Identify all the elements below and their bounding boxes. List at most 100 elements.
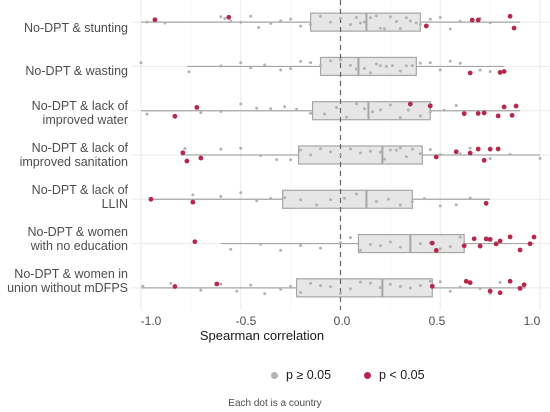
point-ns <box>145 112 149 116</box>
point-ns <box>329 285 333 289</box>
point-ns <box>418 242 422 246</box>
point-ns <box>354 15 358 19</box>
point-ns <box>374 14 378 18</box>
point-ns <box>408 19 412 23</box>
legend-dot-sig <box>364 371 371 379</box>
point-ns <box>249 14 253 18</box>
point-ns <box>289 67 293 71</box>
point-ns <box>339 291 342 295</box>
point-sig <box>214 281 220 287</box>
point-ns <box>428 148 432 152</box>
point-ns <box>410 147 414 151</box>
point-ns <box>454 103 458 107</box>
point-ns <box>358 248 362 252</box>
point-ns <box>488 69 492 73</box>
point-ns <box>418 152 422 156</box>
point-sig <box>481 157 487 163</box>
point-ns <box>342 196 346 200</box>
point-ns <box>299 24 303 28</box>
point-ns <box>299 148 303 152</box>
point-ns <box>255 106 259 110</box>
point-ns <box>394 148 398 152</box>
point-ns <box>428 17 432 21</box>
point-ns <box>239 191 243 195</box>
point-ns <box>378 64 382 68</box>
point-sig <box>184 158 190 164</box>
point-ns <box>319 284 323 288</box>
data-points <box>139 13 542 296</box>
point-ns <box>279 19 283 23</box>
point-sig <box>152 17 158 23</box>
point-sig <box>180 150 186 156</box>
point-ns <box>458 19 462 23</box>
point-ns <box>229 19 233 23</box>
point-ns <box>368 242 372 246</box>
point-ns <box>319 14 323 18</box>
point-ns <box>378 26 382 30</box>
point-ns <box>289 158 293 162</box>
point-ns <box>339 153 342 157</box>
point-ns <box>408 286 412 290</box>
point-sig <box>467 280 473 286</box>
point-ns <box>329 198 333 202</box>
point-ns <box>309 281 313 285</box>
y-tick-label-llin: No-DPT & lack of LLIN <box>31 183 128 211</box>
point-ns <box>348 23 352 27</box>
point-sig <box>467 70 473 76</box>
point-ns <box>309 153 313 157</box>
point-ns <box>299 198 303 202</box>
point-ns <box>275 158 279 162</box>
point-sig <box>487 146 493 152</box>
point-ns <box>458 152 462 156</box>
point-ns <box>239 146 243 150</box>
point-ns <box>239 20 243 24</box>
point-ns <box>279 248 283 252</box>
point-ns <box>398 27 402 31</box>
point-ns <box>398 245 402 249</box>
point-ns <box>309 22 313 26</box>
point-ns <box>259 154 263 158</box>
point-ns <box>259 242 263 246</box>
x-tick-label: 0.5 <box>428 314 446 328</box>
box <box>296 278 433 298</box>
point-sig <box>461 243 467 249</box>
legend: p ≥ 0.05 p < 0.05 <box>0 368 550 386</box>
point-sig <box>501 69 507 74</box>
point-ns <box>354 67 358 71</box>
point-ns <box>388 103 392 107</box>
point-ns <box>368 71 372 75</box>
point-sig <box>471 236 477 242</box>
point-ns <box>354 192 358 196</box>
point-ns <box>404 16 408 20</box>
point-ns <box>348 147 352 151</box>
point-sig <box>192 239 198 245</box>
x-axis-title: Spearman correlation <box>199 328 325 343</box>
point-ns <box>478 287 482 291</box>
point-sig <box>493 241 499 247</box>
point-ns <box>458 285 462 289</box>
point-ns <box>398 203 402 207</box>
point-ns <box>295 107 299 111</box>
point-ns <box>428 279 432 283</box>
point-ns <box>422 197 426 201</box>
point-ns <box>448 59 452 63</box>
point-sig <box>495 146 501 152</box>
point-ns <box>362 20 366 24</box>
point-ns <box>478 68 482 72</box>
point-ns <box>388 15 392 19</box>
point-ns <box>398 146 402 150</box>
point-ns <box>378 108 382 112</box>
point-ns <box>139 61 143 65</box>
point-sig <box>198 155 204 161</box>
point-ns <box>418 61 422 65</box>
legend-label-ns: p ≥ 0.05 <box>286 368 332 382</box>
point-ns <box>394 19 398 23</box>
point-ns <box>386 197 390 201</box>
point-sig <box>513 103 519 109</box>
point-ns <box>289 17 293 21</box>
y-tick-label-water: No-DPT & lack of improved water <box>31 99 128 127</box>
point-sig <box>475 111 481 116</box>
point-ns <box>191 193 195 197</box>
point-ns <box>335 105 339 109</box>
point-ns <box>309 111 313 115</box>
